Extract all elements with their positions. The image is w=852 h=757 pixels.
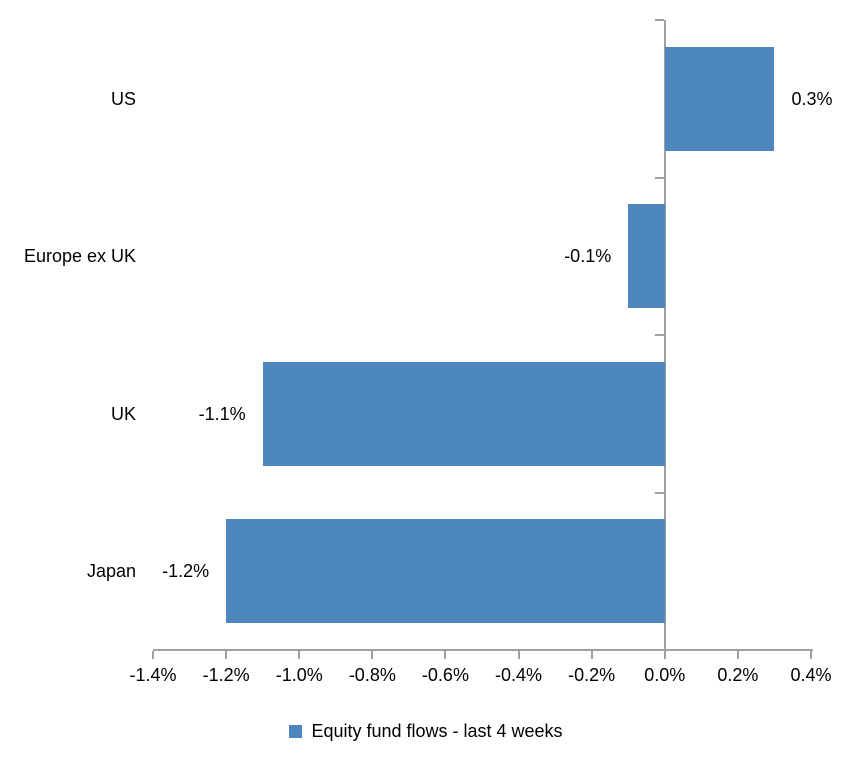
x-axis-tick [590,651,593,659]
y-axis-tick [654,19,664,21]
legend-square-icon [289,724,303,738]
bar-japan [226,519,665,624]
x-tick-label-1-2: -1.2% [202,665,250,685]
x-tick-label-0-2: 0.2% [717,665,759,685]
x-tick-label-1-0: -1.0% [275,665,323,685]
x-axis-tick [225,651,228,659]
bar-us [664,46,775,151]
data-label-japan: -1.2% [162,561,210,582]
x-axis-tick [736,651,739,659]
x-tick-label-0-0: 0.0% [644,665,686,685]
bar-uk [262,361,665,466]
y-axis-tick [654,176,664,179]
category-label-uk: UK [110,403,136,424]
data-label-us: 0.3% [791,88,833,109]
x-axis-tick [152,651,154,659]
category-label-europe-ex-uk: Europe ex UK [23,246,136,267]
y-axis-line [663,20,666,651]
x-tick-label-1-4: -1.4% [129,665,177,685]
x-axis-tick [663,651,666,659]
x-tick-label-0-4: 0.4% [790,665,832,685]
category-label-japan: Japan [86,561,136,582]
x-axis-tick [517,651,520,659]
y-axis-tick [654,334,664,336]
x-tick-label-0-8: -0.8% [348,665,396,685]
x-axis-tick [298,651,301,659]
y-axis-tick [654,491,664,494]
y-axis-tick [654,649,664,651]
data-label-uk: -1.1% [198,403,246,424]
x-axis-tick [810,651,812,659]
x-tick-label-0-4: -0.4% [495,665,543,685]
x-axis-tick [371,651,374,659]
x-axis-tick [444,651,447,659]
category-label-us: US [110,88,136,109]
x-axis-line [153,649,813,651]
x-tick-label-0-2: -0.2% [568,665,616,685]
bar-europe-ex-uk [628,204,665,309]
x-tick-label-0-6: -0.6% [421,665,469,685]
legend: Equity fund flows - last 4 weeks [0,716,852,746]
data-label-europe-ex-uk: -0.1% [564,246,612,267]
legend-label: Equity fund flows - last 4 weeks [311,721,563,741]
